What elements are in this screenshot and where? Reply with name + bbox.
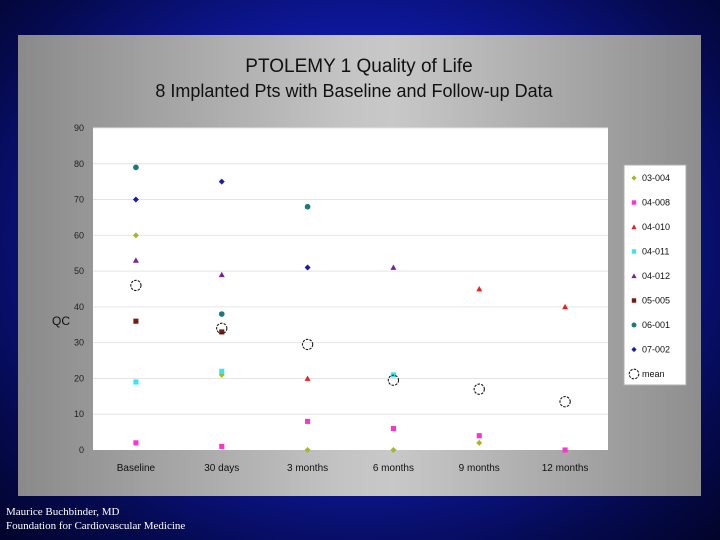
scatter-chart: PTOLEMY 1 Quality of Life 8 Implanted Pt… [52,56,687,474]
data-point-04-008 [305,418,311,424]
x-tick-label: 6 months [373,463,414,474]
footer: Maurice Buchbinder, MD Foundation for Ca… [6,505,185,533]
y-tick-label: 70 [74,195,84,205]
data-point-04-008 [390,425,396,432]
legend-label-04-012: 04-012 [642,271,670,281]
data-point-03-004 [132,232,139,239]
data-point-mean [559,396,571,408]
data-point-03-004 [476,439,483,446]
legend-marker-05-005 [631,298,637,303]
data-point-mean [216,322,228,335]
y-tick-label: 60 [74,230,84,240]
slide-panel: PTOLEMY 1 Quality of Life 8 Implanted Pt… [18,35,701,496]
data-point-03-004 [390,447,397,453]
data-point-04-008 [219,443,225,449]
y-tick-label: 10 [74,409,84,419]
legend-marker-06-001 [631,322,637,328]
x-tick-label: 12 months [542,463,589,474]
data-point-mean [130,279,142,292]
gridlines [93,127,608,415]
data-point-mean [473,383,485,395]
legend-label-06-001: 06-001 [642,320,670,330]
data-point-04-011 [219,368,225,374]
data-point-04-012 [390,264,397,270]
legend-label-07-002: 07-002 [642,345,670,355]
legend-marker-07-002 [631,346,637,353]
legend-label-04-010: 04-010 [642,222,670,232]
y-tick-label: 80 [74,159,84,169]
data-point-03-004 [304,447,311,453]
data-point-05-005 [133,318,139,324]
legend-marker-mean [628,368,640,380]
legend-marker-04-012 [631,273,637,279]
data-point-04-012 [132,257,139,263]
x-tick-label: 30 days [204,463,239,474]
y-tick-label: 30 [74,338,84,348]
data-point-07-002 [304,264,311,271]
legend-marker-04-010 [631,224,637,230]
data-point-mean [301,338,314,351]
x-tick-label: 9 months [459,463,500,474]
data-point-06-001 [218,311,225,317]
data-points [130,164,571,453]
footer-author: Maurice Buchbinder, MD [6,506,120,518]
plot-area [93,128,608,450]
data-point-04-010 [304,375,311,381]
data-point-05-005 [219,329,225,335]
legend-label-05-005: 05-005 [642,296,670,306]
data-point-04-010 [476,286,483,292]
data-point-04-008 [133,440,139,446]
legend-label-mean: mean [642,369,665,379]
y-tick-label: 90 [74,123,84,133]
data-point-mean [387,374,400,386]
data-point-07-002 [132,196,139,203]
legend-marker-04-008 [631,200,637,205]
legend-label-04-008: 04-008 [642,198,670,208]
legend: 03-004 04-008 04-010 04-011 04-012 05-005 06-0… [628,173,670,380]
y-axis-label: QC [52,314,70,328]
y-tick-label: 20 [74,373,84,383]
data-point-04-008 [476,433,482,439]
y-axis-ticks: 0 10 20 30 40 50 60 70 80 90 [74,123,84,455]
y-tick-label: 50 [74,266,84,276]
data-point-07-002 [218,178,225,185]
data-point-04-008 [562,447,568,453]
data-point-06-001 [133,164,139,171]
chart-title: PTOLEMY 1 Quality of Life [245,56,472,77]
legend-marker-03-004 [631,175,637,181]
x-tick-label: Baseline [117,463,156,474]
legend-marker-04-011 [631,249,637,254]
data-point-04-012 [218,271,225,278]
x-tick-label: 3 months [287,463,328,474]
legend-label-03-004: 03-004 [642,173,670,183]
data-point-06-001 [304,203,311,210]
y-tick-label: 40 [74,302,84,312]
footer-organization: Foundation for Cardiovascular Medicine [6,520,186,532]
y-tick-label: 0 [79,445,84,455]
x-axis-ticks: Baseline 30 days 3 months 6 months 9 months 1… [117,463,589,474]
legend-label-04-011: 04-011 [642,247,669,257]
data-point-04-011 [133,379,139,385]
data-point-04-010 [562,303,569,310]
chart-subtitle: 8 Implanted Pts with Baseline and Follow… [155,81,553,101]
